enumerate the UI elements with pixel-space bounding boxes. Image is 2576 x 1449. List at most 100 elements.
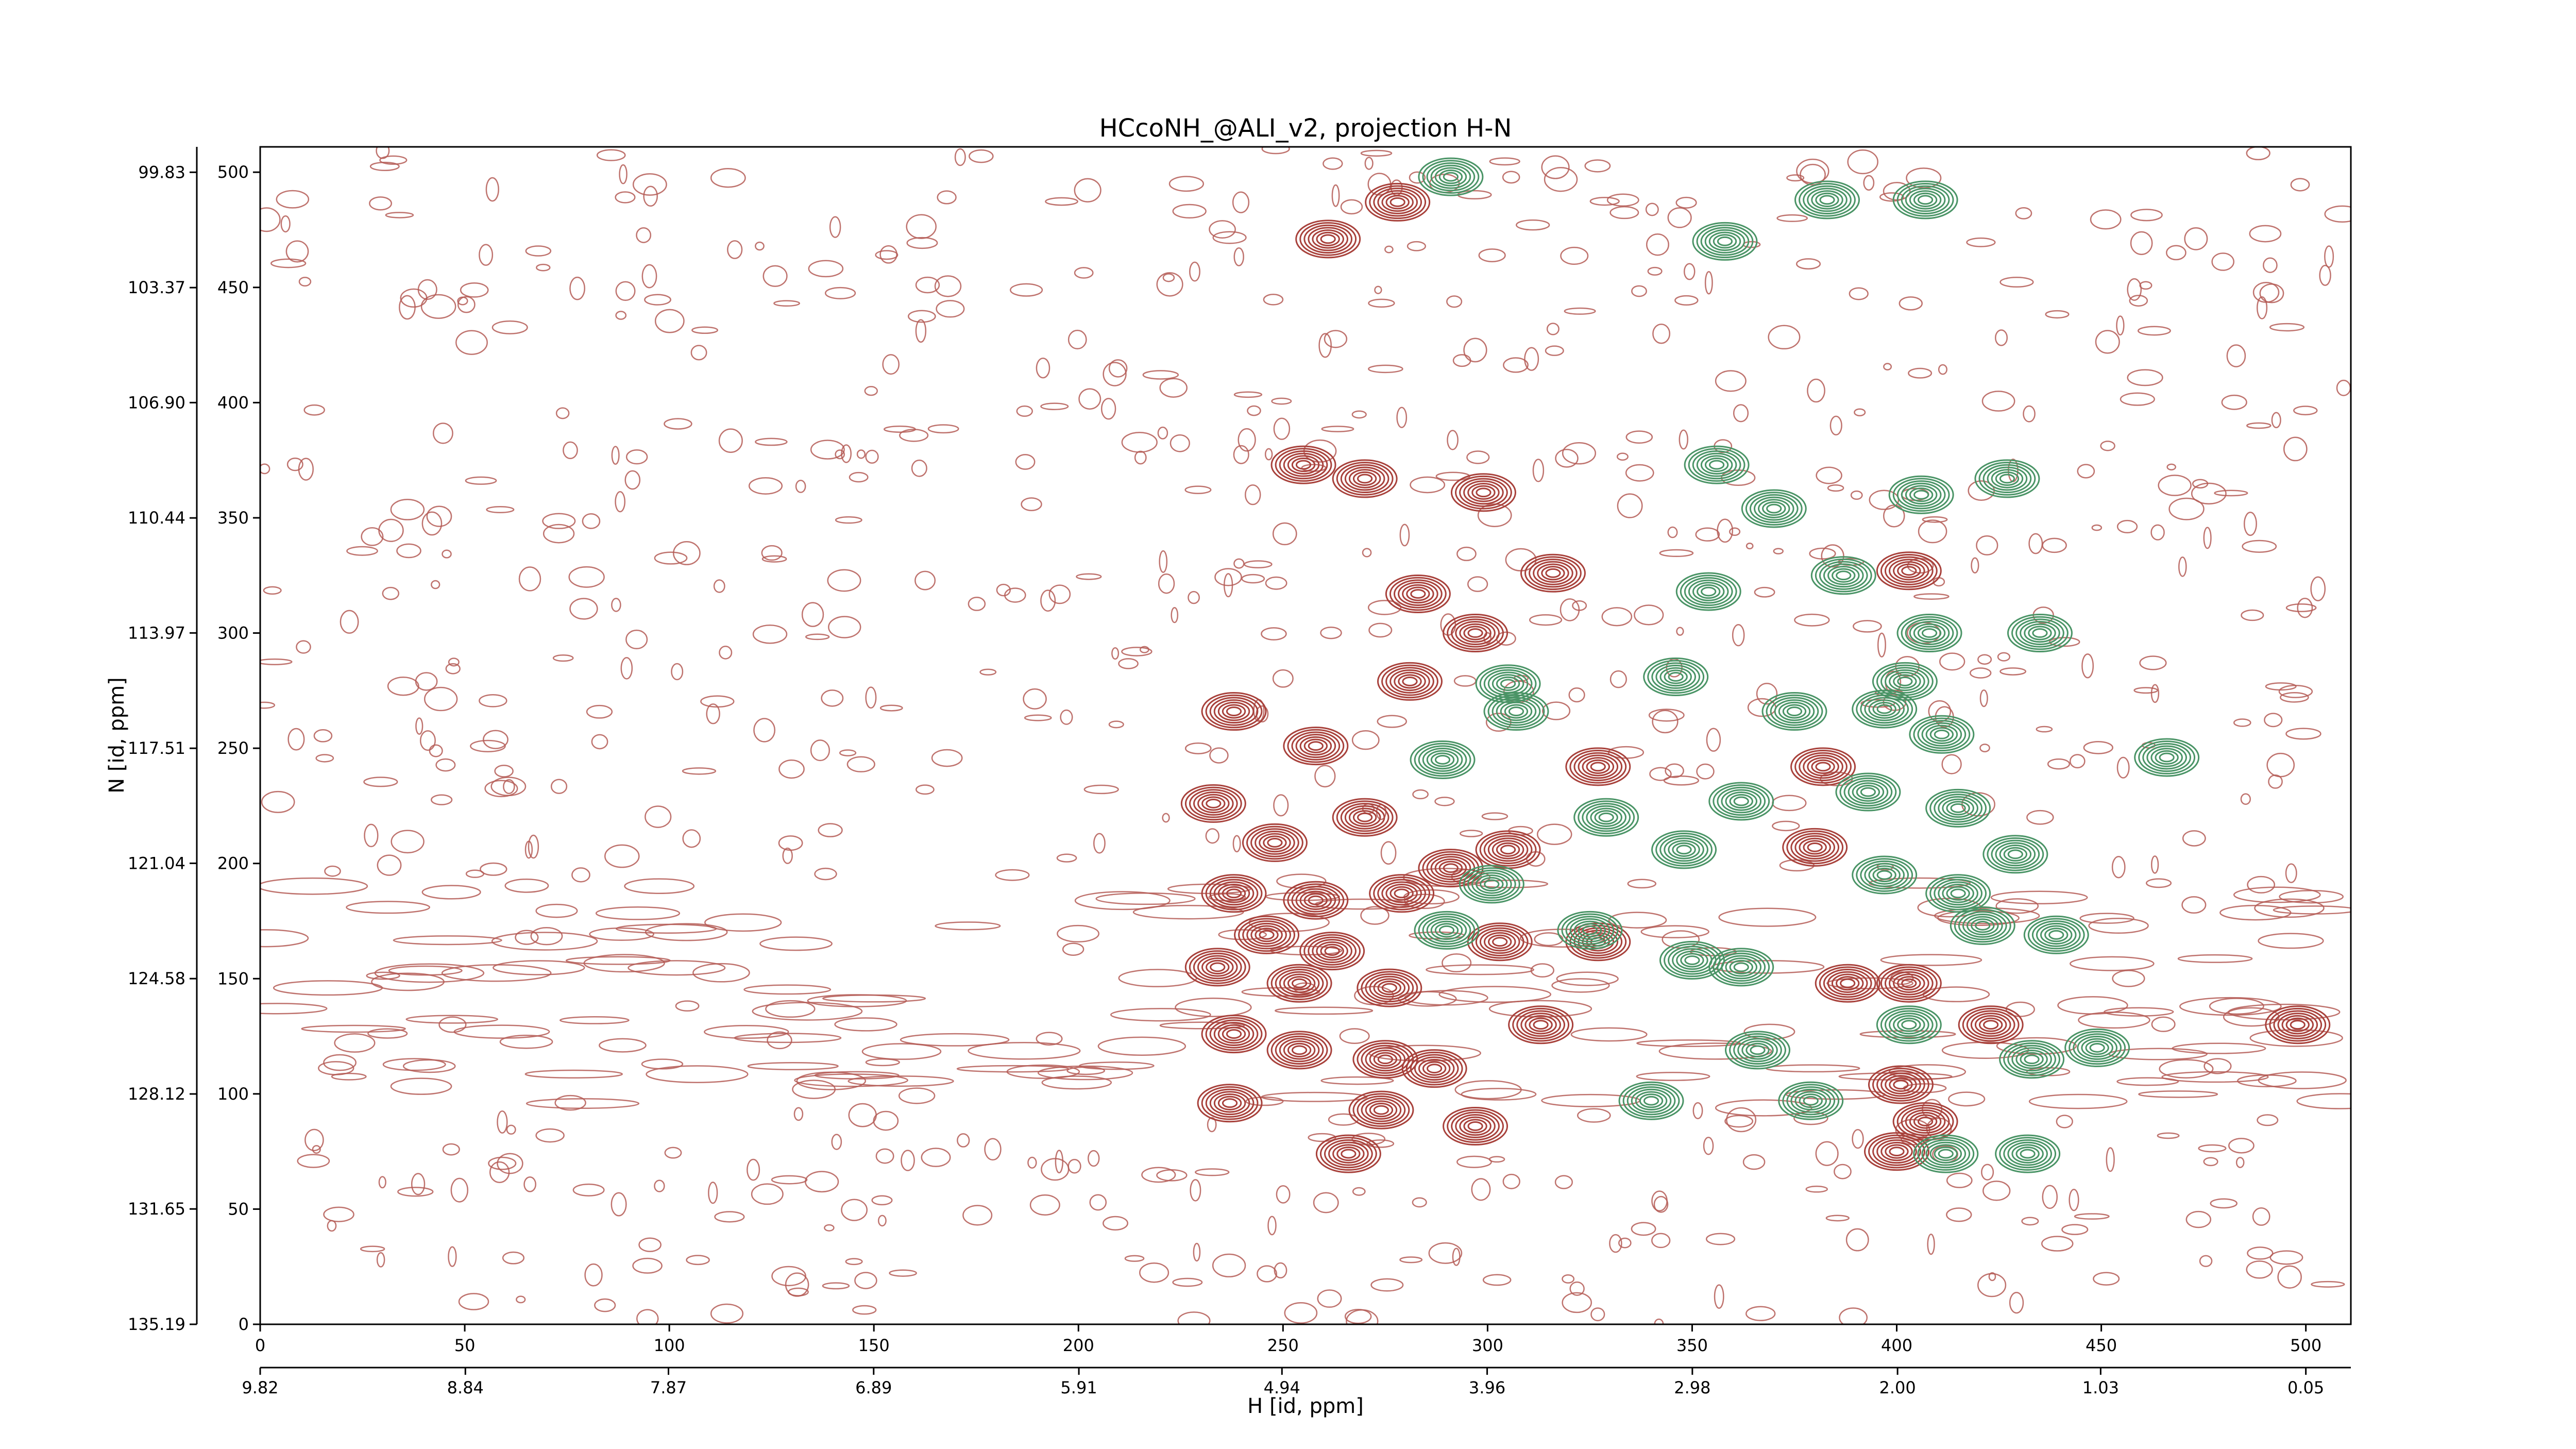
noise-contour — [1941, 754, 1962, 774]
peak-contour — [1315, 1134, 1381, 1173]
noise-contour — [1569, 1281, 1585, 1296]
peak-contour — [1676, 950, 1708, 970]
noise-contour — [528, 834, 539, 859]
x-axis-label: H [id, ppm] — [1247, 1394, 1364, 1418]
noise-contour — [400, 288, 428, 308]
peak-contour — [1213, 699, 1255, 724]
peak-contour — [1197, 955, 1238, 980]
noise-contour — [1435, 471, 1470, 481]
noise-contour — [1076, 573, 1102, 580]
noise-contour — [1631, 285, 1647, 297]
noise-contour — [879, 245, 897, 264]
peak-contour — [1483, 835, 1533, 864]
peak-contour — [1389, 577, 1447, 611]
noise-contour — [518, 566, 541, 592]
peak-contour — [1917, 720, 1967, 749]
noise-contour — [1524, 347, 1539, 371]
peak-contour — [1913, 1114, 1938, 1129]
x-tick-label: 300 — [1472, 1336, 1503, 1355]
noise-contour — [497, 1153, 523, 1174]
noise-contour — [1362, 548, 1372, 558]
x2-tick-label: 5.91 — [1060, 1378, 1097, 1397]
noise-contour — [1794, 613, 1830, 627]
noise-contour — [778, 835, 803, 851]
noise-contour — [2241, 609, 2264, 621]
peak-contour — [1925, 788, 1991, 828]
peak — [1242, 823, 1308, 862]
peak-contour — [1443, 863, 1459, 873]
y-tick-label: 0 — [239, 1315, 249, 1334]
peak — [1283, 727, 1349, 766]
noise-contour — [563, 441, 578, 459]
noise-contour — [550, 779, 568, 794]
noise-contour — [1834, 1164, 1852, 1180]
peak-contour — [1655, 665, 1697, 689]
peak-contour — [1852, 855, 1918, 895]
noise-contour — [450, 1177, 469, 1203]
noise-contour — [1232, 835, 1241, 853]
noise-contour — [1461, 1088, 1537, 1101]
peak-contour — [1876, 1070, 1925, 1100]
noise-contour — [1795, 258, 1821, 270]
peak-contour — [1856, 692, 1913, 726]
peak-contour — [1422, 160, 1480, 194]
noise-contour — [382, 586, 400, 600]
noise-contour — [1118, 658, 1139, 669]
noise-contour — [1651, 1233, 1671, 1249]
noise-contour — [1212, 231, 1247, 244]
peak-contour — [1917, 1117, 1934, 1126]
noise-contour — [848, 1103, 877, 1127]
noise-contour — [2279, 692, 2309, 703]
noise-contour — [1636, 1039, 1741, 1047]
noise-contour — [934, 275, 962, 297]
noise-contour — [1244, 484, 1261, 506]
peak-contour — [1582, 925, 1598, 935]
noise-contour — [2157, 1132, 2180, 1139]
peak-contour — [1287, 976, 1312, 991]
noise-contour — [1502, 1173, 1520, 1189]
noise-contour — [2252, 1207, 2270, 1226]
peak-contour — [1872, 867, 1896, 883]
noise-contour — [331, 1072, 367, 1081]
peak-contour — [1950, 803, 1966, 813]
noise-contour — [747, 1158, 760, 1181]
noise-contour — [611, 598, 621, 612]
peak-contour — [1197, 1084, 1263, 1123]
noise-contour — [1743, 1023, 1795, 1040]
peak-contour — [1373, 1052, 1398, 1067]
noise-contour — [465, 476, 497, 485]
peak-contour — [1884, 1010, 1934, 1039]
noise-contour — [865, 449, 879, 464]
noise-contour — [1261, 1091, 1368, 1102]
noise-contour — [1055, 1150, 1064, 1174]
peak-contour — [1938, 796, 1978, 820]
noise-contour — [499, 1034, 553, 1049]
noise-contour — [1651, 1190, 1668, 1212]
peak-contour — [1786, 1086, 1836, 1116]
peak-contour — [1729, 1033, 1786, 1067]
noise-contour — [1880, 954, 1982, 966]
noise-contour — [486, 506, 515, 513]
noise-contour — [379, 155, 408, 165]
noise-contour — [323, 1206, 354, 1222]
peak-contour — [1266, 1031, 1332, 1070]
noise-contour — [906, 237, 938, 249]
peak-contour — [1226, 888, 1242, 899]
noise-contour — [1483, 632, 1492, 644]
peak-contour — [1807, 757, 1839, 777]
peak-contour — [1340, 464, 1389, 494]
peak — [1197, 1084, 1263, 1123]
noise-contour — [710, 1303, 744, 1324]
peak-contour — [1582, 803, 1631, 832]
peak-contour — [1987, 837, 2044, 871]
noise-contour — [2116, 756, 2130, 779]
peak-contour — [1909, 1111, 1942, 1132]
peak-contour — [1839, 775, 1897, 809]
peak-contour — [1897, 1017, 1921, 1032]
noise-contour — [1616, 452, 1629, 461]
noise-contour — [492, 320, 528, 334]
noise-contour — [2265, 682, 2297, 691]
peak-contour — [1888, 475, 1954, 514]
noise-contour — [1805, 1185, 1828, 1193]
